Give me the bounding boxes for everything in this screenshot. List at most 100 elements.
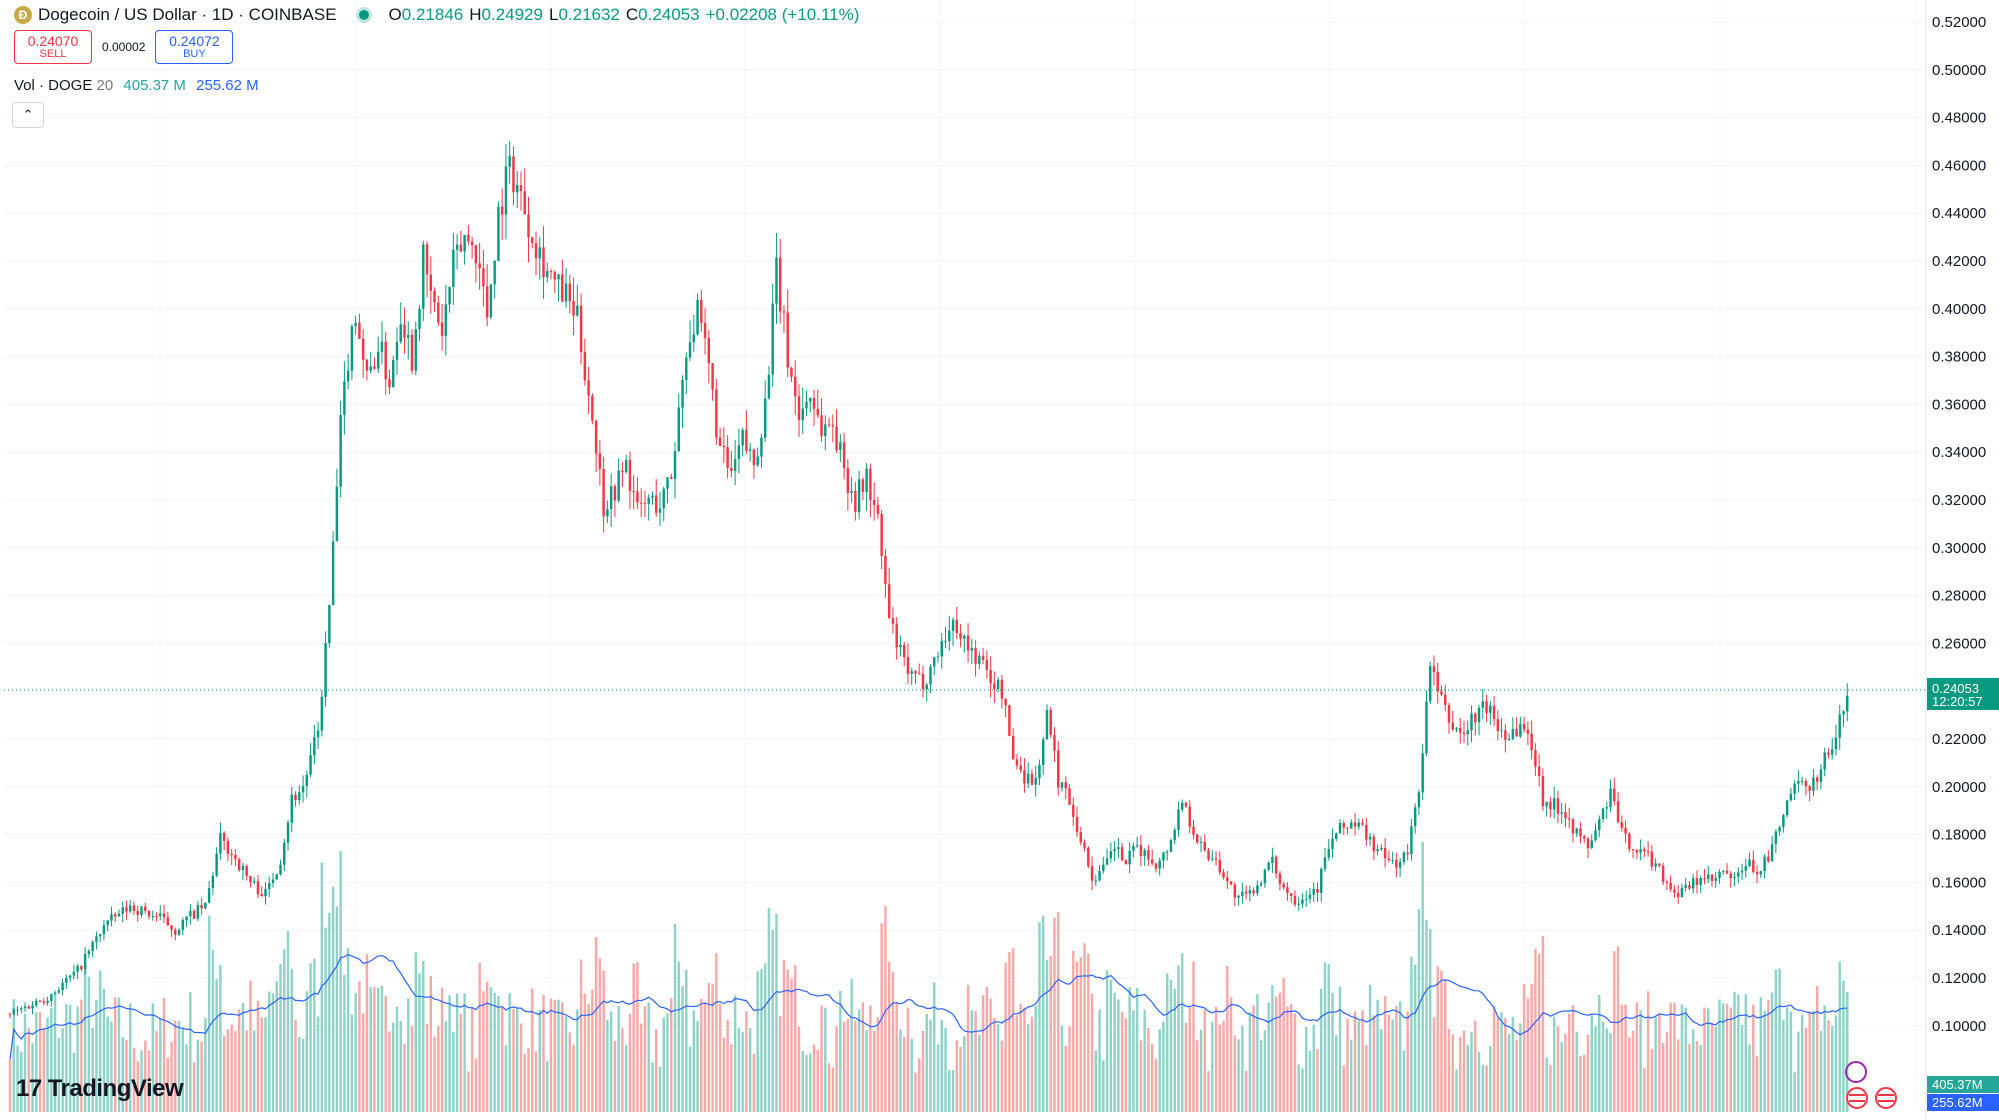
volume-bar bbox=[294, 1019, 297, 1112]
volume-bar bbox=[1515, 1039, 1518, 1112]
volume-bar bbox=[159, 1018, 162, 1112]
candle-body bbox=[113, 914, 117, 917]
volume-bar bbox=[1827, 1020, 1830, 1112]
volume-bar bbox=[76, 1006, 79, 1112]
volume-bar bbox=[1519, 1023, 1522, 1112]
volume-bar bbox=[996, 1024, 1000, 1112]
candle-body bbox=[805, 401, 808, 409]
candle-body bbox=[222, 832, 226, 841]
candle-body bbox=[422, 244, 425, 309]
chevron-up-icon: ⌃ bbox=[22, 107, 34, 122]
volume-bar bbox=[775, 913, 778, 1112]
volume-bar bbox=[136, 1060, 139, 1112]
volume-bar bbox=[1060, 1025, 1064, 1112]
volume-bar bbox=[703, 1002, 707, 1112]
candle-body bbox=[876, 504, 880, 514]
buy-button[interactable]: 0.24072 BUY bbox=[155, 30, 234, 64]
volume-bar bbox=[1594, 1026, 1597, 1112]
sell-button[interactable]: 0.24070 SELL bbox=[14, 30, 92, 64]
candle-body bbox=[27, 1006, 31, 1009]
volume-bar bbox=[42, 1027, 46, 1112]
volume-bar bbox=[557, 999, 560, 1112]
candle-body bbox=[455, 244, 459, 250]
volume-bar bbox=[121, 1037, 124, 1112]
candle-body bbox=[688, 342, 692, 358]
volume-bar bbox=[1455, 1069, 1458, 1112]
candle-body bbox=[1530, 733, 1533, 751]
candle-body bbox=[1511, 728, 1515, 739]
volume-bar bbox=[1421, 842, 1424, 1112]
volume-legend[interactable]: Vol · DOGE 20 405.37 M 255.62 M bbox=[14, 77, 259, 94]
candle-body bbox=[748, 449, 752, 451]
symbol-title[interactable]: Dogecoin / US Dollar · 1D · COINBASE bbox=[38, 5, 337, 24]
volume-bar bbox=[726, 1019, 729, 1112]
volume-bar bbox=[816, 1049, 820, 1112]
volume-bar bbox=[1237, 1039, 1240, 1112]
candle-body bbox=[1087, 847, 1090, 867]
volume-bar bbox=[1601, 1021, 1605, 1112]
volume-bar bbox=[594, 937, 598, 1112]
volume-bar bbox=[1105, 970, 1109, 1112]
candle-body bbox=[1624, 827, 1627, 834]
candle-body bbox=[948, 630, 951, 641]
volume-bar bbox=[1038, 922, 1041, 1112]
candle-body bbox=[1410, 826, 1413, 855]
candle-body bbox=[72, 971, 76, 976]
candle-body bbox=[1312, 889, 1315, 895]
candle-body bbox=[1184, 802, 1188, 807]
candle-body bbox=[835, 426, 838, 450]
candle-body bbox=[966, 635, 970, 651]
volume-bar bbox=[1688, 1044, 1691, 1112]
candle-body bbox=[309, 755, 312, 775]
volume-bar bbox=[906, 1007, 910, 1112]
candle-body bbox=[354, 322, 357, 327]
volume-bar bbox=[222, 1035, 226, 1112]
volume-bar bbox=[1331, 992, 1334, 1112]
y-tick-label: 0.20000 bbox=[1932, 779, 1986, 796]
candle-body bbox=[1211, 858, 1214, 860]
volume-bar bbox=[515, 1007, 519, 1112]
candle-body bbox=[715, 389, 718, 438]
volume-bar bbox=[200, 1041, 203, 1112]
volume-bar bbox=[730, 1044, 733, 1112]
volume-bar bbox=[1064, 1045, 1067, 1112]
volume-bar bbox=[470, 1006, 474, 1112]
volume-bar bbox=[455, 993, 459, 1112]
volume-bar bbox=[1560, 1042, 1563, 1112]
volume-bar bbox=[1785, 1007, 1789, 1112]
volume-bar bbox=[354, 992, 357, 1112]
candle-body bbox=[778, 257, 782, 312]
volume-bar bbox=[1646, 991, 1650, 1112]
collapse-legend-button[interactable]: ⌃ bbox=[12, 102, 44, 128]
volume-bar bbox=[508, 993, 511, 1112]
volume-bar bbox=[850, 979, 853, 1112]
candle-body bbox=[1579, 828, 1582, 837]
volume-bar bbox=[1124, 1018, 1128, 1112]
candle-body bbox=[726, 447, 729, 468]
volume-bar bbox=[1259, 1040, 1263, 1112]
y-tick-label: 0.44000 bbox=[1932, 205, 1986, 222]
volume-bar bbox=[1267, 1002, 1270, 1112]
volume-bar bbox=[1658, 1014, 1661, 1112]
last-price-label: 0.24053 bbox=[1932, 681, 1979, 696]
candle-body bbox=[944, 640, 947, 642]
candle-body bbox=[1233, 884, 1237, 898]
candle-body bbox=[831, 424, 835, 427]
candle-body bbox=[1256, 885, 1259, 894]
candle-body bbox=[801, 408, 804, 421]
candle-body bbox=[820, 415, 823, 437]
tradingview-logo[interactable]: 17 TradingView bbox=[16, 1075, 184, 1103]
volume-bar bbox=[350, 1014, 354, 1112]
trade-panel: 0.24070 SELL 0.00002 0.24072 BUY bbox=[14, 30, 234, 64]
volume-bar bbox=[1733, 991, 1736, 1112]
open-label: O bbox=[388, 5, 402, 24]
volume-bar bbox=[1383, 996, 1387, 1112]
volume-bar bbox=[331, 886, 335, 1112]
volume-bar bbox=[1293, 1013, 1297, 1112]
candle-body bbox=[1023, 770, 1026, 784]
candle-body bbox=[301, 785, 305, 793]
volume-bar bbox=[1609, 1033, 1612, 1112]
candle-body bbox=[1564, 812, 1567, 819]
